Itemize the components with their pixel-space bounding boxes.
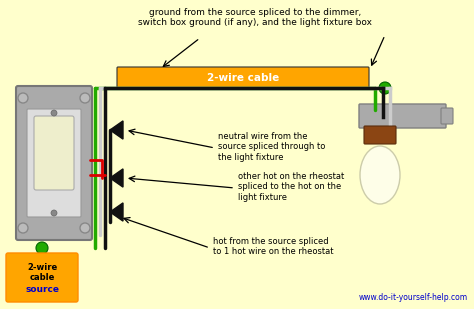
Circle shape	[51, 210, 57, 216]
Circle shape	[379, 82, 391, 94]
Text: other hot on the rheostat
spliced to the hot on the
light fixture: other hot on the rheostat spliced to the…	[238, 172, 344, 202]
Polygon shape	[110, 169, 123, 187]
Circle shape	[36, 242, 48, 254]
Circle shape	[80, 93, 90, 103]
Circle shape	[18, 93, 28, 103]
FancyBboxPatch shape	[27, 109, 81, 217]
Polygon shape	[110, 203, 123, 221]
FancyBboxPatch shape	[359, 104, 446, 128]
FancyBboxPatch shape	[441, 108, 453, 124]
Ellipse shape	[360, 146, 400, 204]
FancyBboxPatch shape	[34, 116, 74, 190]
Circle shape	[18, 223, 28, 233]
Text: hot from the source spliced
to 1 hot wire on the rheostat: hot from the source spliced to 1 hot wir…	[213, 237, 334, 256]
Text: www.do-it-yourself-help.com: www.do-it-yourself-help.com	[359, 293, 468, 302]
Text: 2-wire
cable: 2-wire cable	[27, 263, 57, 282]
Text: 2-wire cable: 2-wire cable	[207, 73, 279, 83]
Text: source: source	[25, 285, 59, 294]
Text: neutral wire from the
source spliced through to
the light fixture: neutral wire from the source spliced thr…	[218, 132, 325, 162]
FancyBboxPatch shape	[16, 86, 92, 240]
Circle shape	[80, 223, 90, 233]
Text: ground from the source spliced to the dimmer,
switch box ground (if any), and th: ground from the source spliced to the di…	[138, 8, 372, 28]
FancyBboxPatch shape	[364, 126, 396, 144]
FancyBboxPatch shape	[117, 67, 369, 89]
Circle shape	[51, 110, 57, 116]
FancyBboxPatch shape	[6, 253, 78, 302]
Polygon shape	[110, 121, 123, 139]
